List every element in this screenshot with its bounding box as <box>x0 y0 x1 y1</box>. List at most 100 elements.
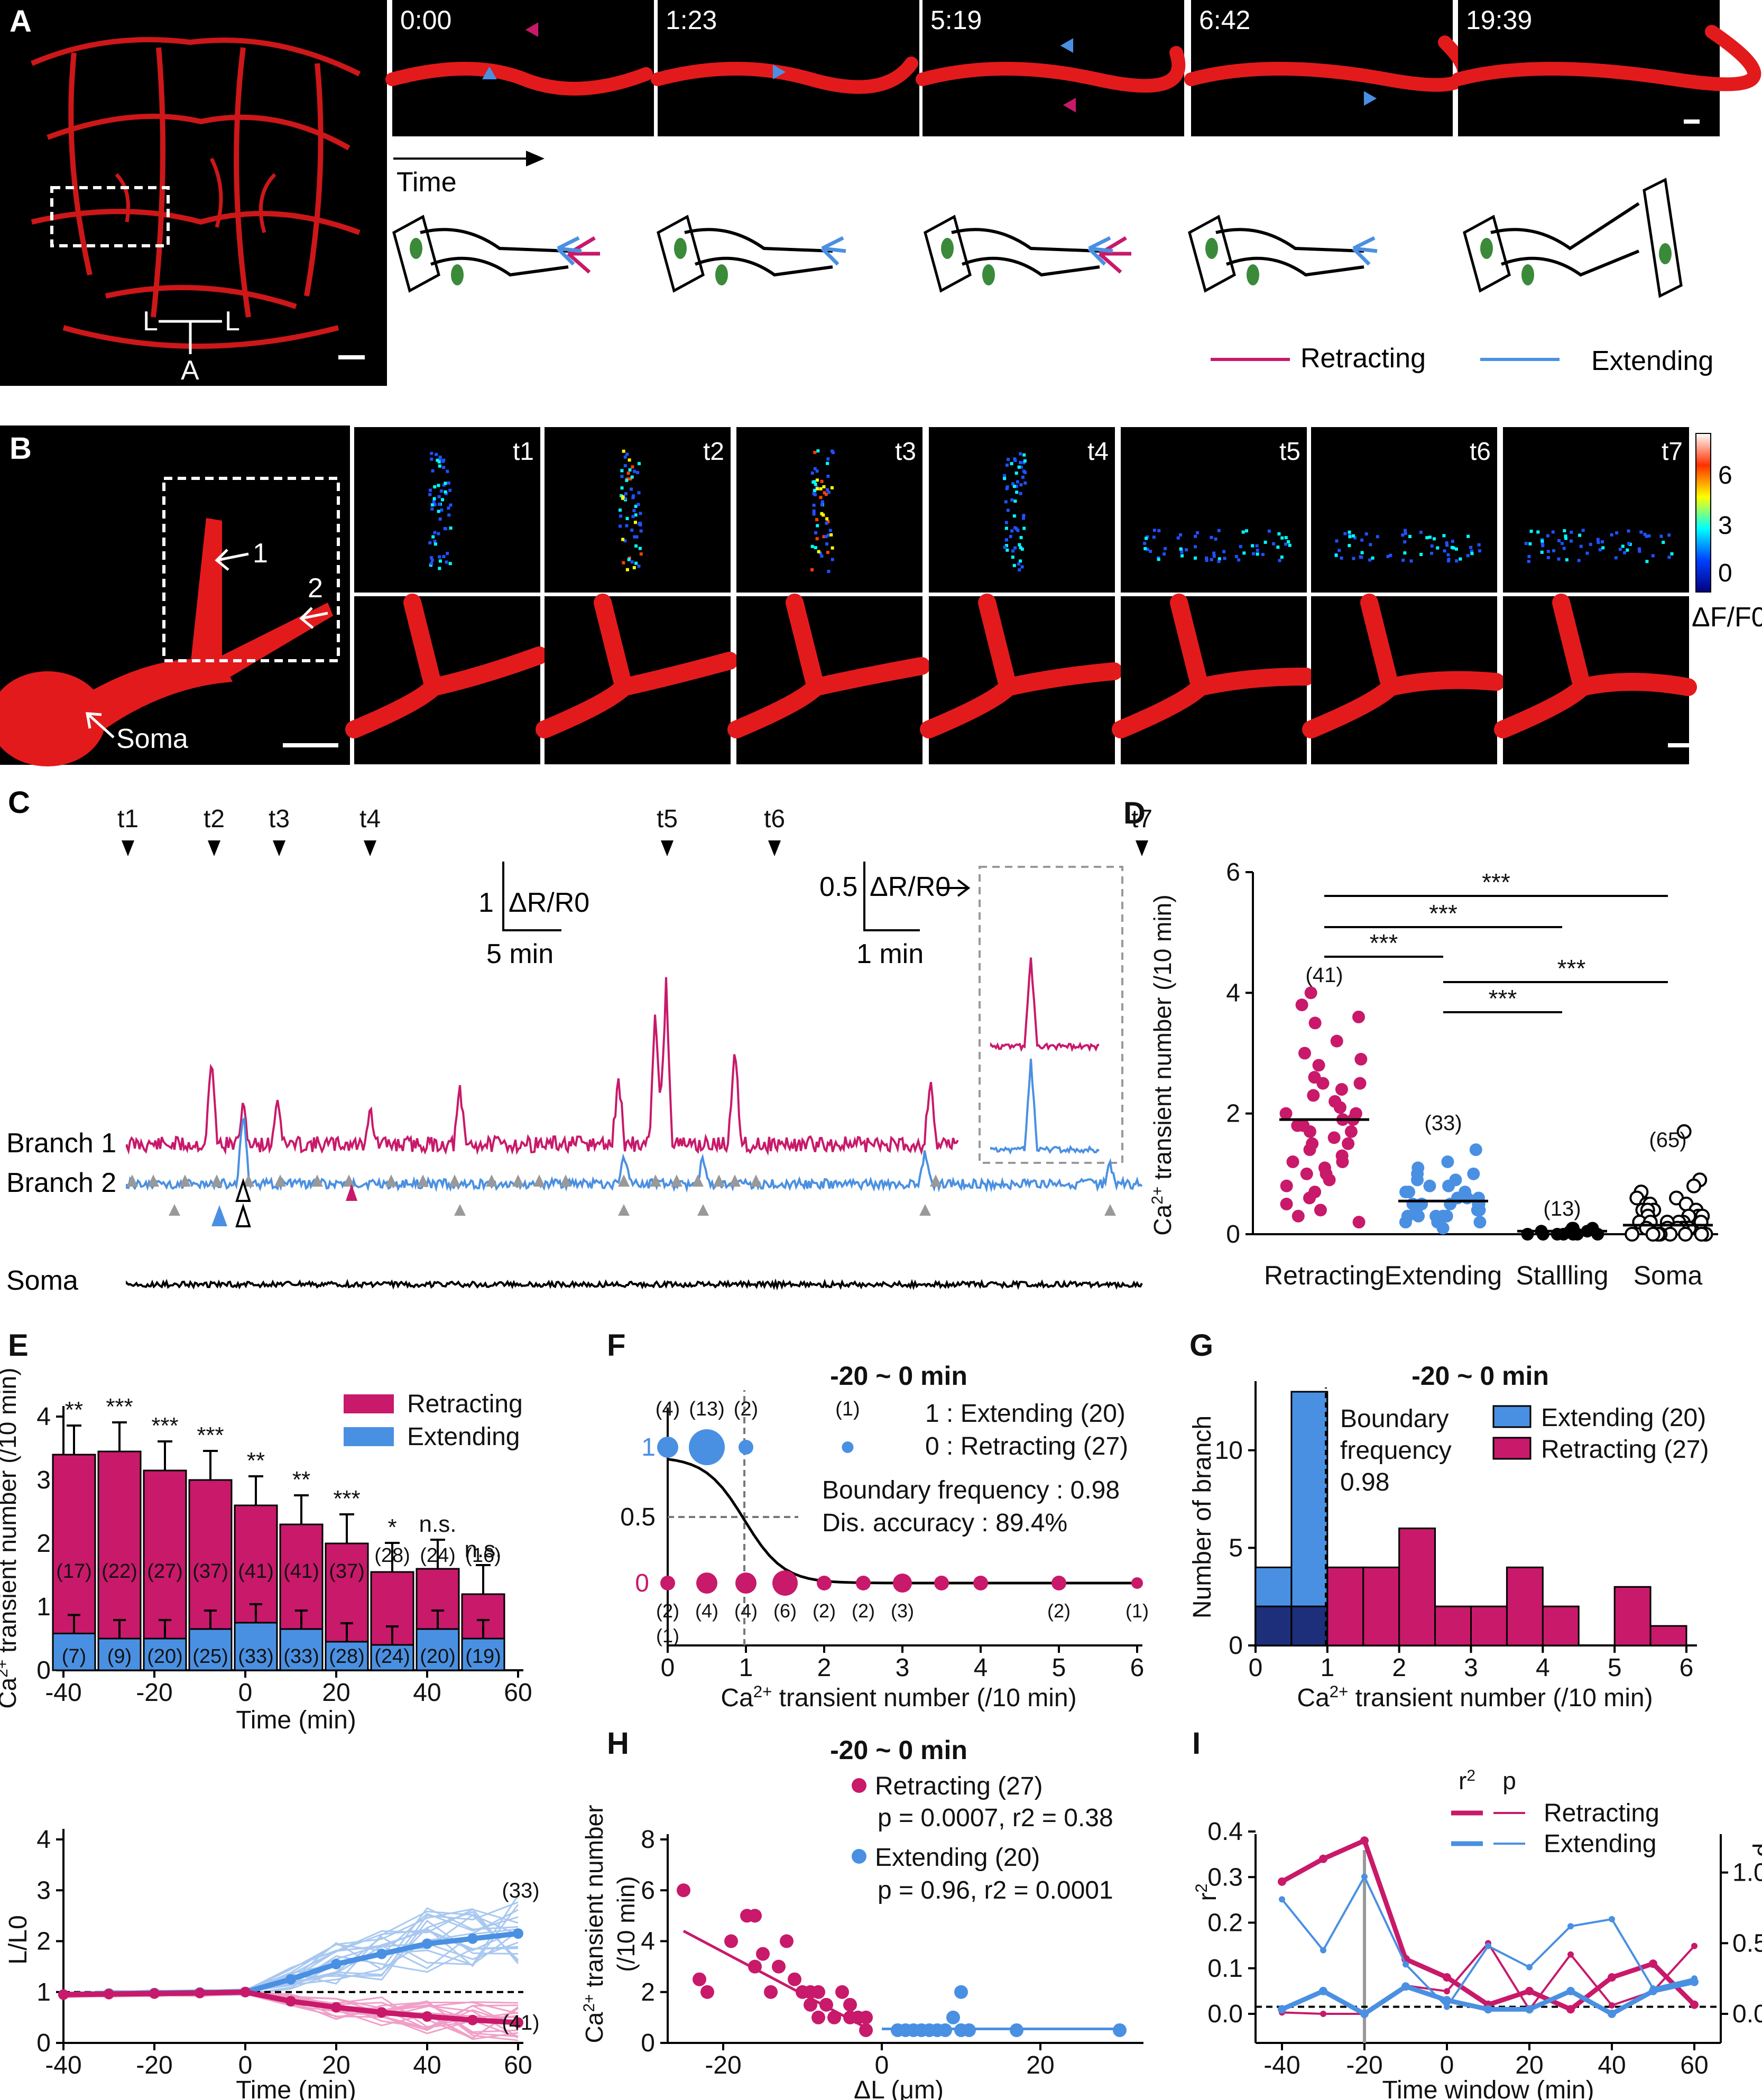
calcium-pixel <box>1005 548 1009 552</box>
calcium-pixel <box>1280 536 1284 540</box>
calcium-pixel <box>631 515 635 519</box>
calcium-pixel <box>1477 543 1481 547</box>
x-tick-label: 3 <box>896 1654 910 1682</box>
nucleus <box>1521 264 1534 285</box>
calcium-pixel <box>1353 536 1357 540</box>
orient-l-right: L <box>225 306 240 337</box>
calcium-pixel <box>430 451 433 455</box>
calcium-pixel <box>1455 559 1459 563</box>
panel-h: H -20 ~ 0 min 0 2 4 6 8 -20 0 20 ΔL (μm) Ca2+ trans… <box>580 1726 1143 2100</box>
time-label: t2 <box>204 805 225 833</box>
calcium-pixel <box>437 532 440 535</box>
y-tick-label: 8 <box>641 1826 655 1854</box>
calcium-pixel <box>1004 544 1008 548</box>
calcium-pixel <box>438 503 441 506</box>
mean-point <box>422 1938 432 1949</box>
colorbar-tick-6: 6 <box>1718 461 1732 489</box>
p-point <box>1320 1947 1326 1954</box>
panel-e-bottom: 0 1 2 3 4 -40 -20 0 20 40 60 Time (min) L/L0 (33) (41) <box>4 1826 540 2100</box>
frame-time: t3 <box>895 438 916 466</box>
n-extending: (33) <box>283 1645 319 1668</box>
calcium-pixel <box>1428 535 1432 539</box>
legend-swatch-extending <box>344 1427 394 1446</box>
significance-label: *** <box>151 1413 178 1439</box>
event-marker <box>713 1174 725 1187</box>
legend-label-extending: Extending <box>407 1423 520 1451</box>
n-retracting: (16) <box>465 1544 501 1567</box>
calcium-pixel <box>1659 534 1663 538</box>
time-triangle <box>208 840 220 856</box>
calcium-pixel <box>438 457 442 460</box>
calcium-pixel <box>1017 465 1021 469</box>
calcium-pixel <box>634 513 638 517</box>
r2-point <box>1278 2005 1286 2014</box>
extending-point <box>657 1437 678 1458</box>
calcium-pixel <box>1163 552 1166 556</box>
calcium-pixel <box>625 568 629 571</box>
x-tick-label: 1 <box>1320 1654 1334 1682</box>
data-point <box>1412 1209 1425 1223</box>
event-marker <box>417 1174 429 1187</box>
extending-tip <box>556 236 582 266</box>
calcium-pixel <box>1524 542 1528 545</box>
data-point <box>859 2010 873 2024</box>
legend-retracting: 0 : Retracting (27) <box>925 1432 1128 1460</box>
calcium-pixel <box>639 523 642 527</box>
calcium-pixel <box>633 535 636 539</box>
bar-extending <box>97 1638 142 1671</box>
event-marker <box>729 1174 741 1187</box>
calcium-pixel <box>1601 540 1604 544</box>
calcium-pixel <box>1565 558 1569 562</box>
calcium-pixel <box>812 509 816 513</box>
row-branch-2: Branch 2 <box>6 1168 116 1198</box>
legend-retracting-label: Retracting <box>1300 343 1426 374</box>
panel-c-traces <box>126 957 1143 1291</box>
calcium-pixel <box>623 539 627 543</box>
panel-d-letter: D <box>1123 796 1146 830</box>
time-label: t3 <box>269 805 290 833</box>
calcium-pixel <box>1557 557 1561 561</box>
data-point <box>1295 998 1308 1012</box>
calcium-pixel <box>1570 530 1573 534</box>
retracting-point <box>696 1572 717 1594</box>
panel-a-roi-box <box>50 186 170 247</box>
calcium-pixel <box>1194 534 1197 538</box>
calcium-pixel <box>1152 529 1156 532</box>
calcium-pixel <box>1404 532 1407 535</box>
scale-bar-1 <box>502 862 561 931</box>
x-tick-label: -20 <box>705 2051 741 2079</box>
nucleus <box>1247 264 1259 285</box>
inset-retracting-trace <box>990 957 1100 1052</box>
calcium-pixel <box>1016 529 1020 532</box>
y-axis-label: Number of branch <box>1188 1416 1216 1618</box>
data-point <box>1591 1228 1604 1241</box>
colorbar <box>1695 433 1711 593</box>
data-point <box>1354 1052 1368 1066</box>
y-tick-left-label: 0.1 <box>1207 1955 1243 1983</box>
p-point <box>1444 1988 1450 1995</box>
y-axis-label: Ca2+ transient number (/10 min) <box>1149 894 1177 1235</box>
calcium-pixel <box>1562 547 1566 550</box>
calcium-pixel <box>1010 462 1013 466</box>
calcium-frame <box>354 427 540 593</box>
calcium-pixel <box>446 551 449 555</box>
y-tick-label: 2 <box>1226 1100 1240 1128</box>
calcium-pixel <box>1014 471 1018 475</box>
start-marker-retracting <box>346 1184 357 1201</box>
event-marker <box>697 1204 709 1216</box>
data-point <box>1625 1227 1640 1242</box>
bar-retracting <box>1362 1566 1400 1646</box>
x-tick-label: 3 <box>1464 1654 1478 1682</box>
orientation-marker <box>159 320 222 354</box>
retracting-point <box>893 1574 912 1593</box>
n-extending: (19) <box>465 1645 501 1668</box>
bar-retracting <box>1649 1625 1687 1646</box>
event-marker <box>919 1204 931 1216</box>
data-point <box>835 1985 849 1999</box>
calcium-pixel <box>431 469 435 473</box>
calcium-pixel <box>639 552 643 556</box>
y-axis-label-left: r2 <box>1192 1883 1222 1901</box>
colorbar-tick-3: 3 <box>1718 512 1732 540</box>
calcium-pixel <box>1352 557 1355 560</box>
x-axis-label: Ca2+ transient number (/10 min) <box>721 1682 1076 1713</box>
